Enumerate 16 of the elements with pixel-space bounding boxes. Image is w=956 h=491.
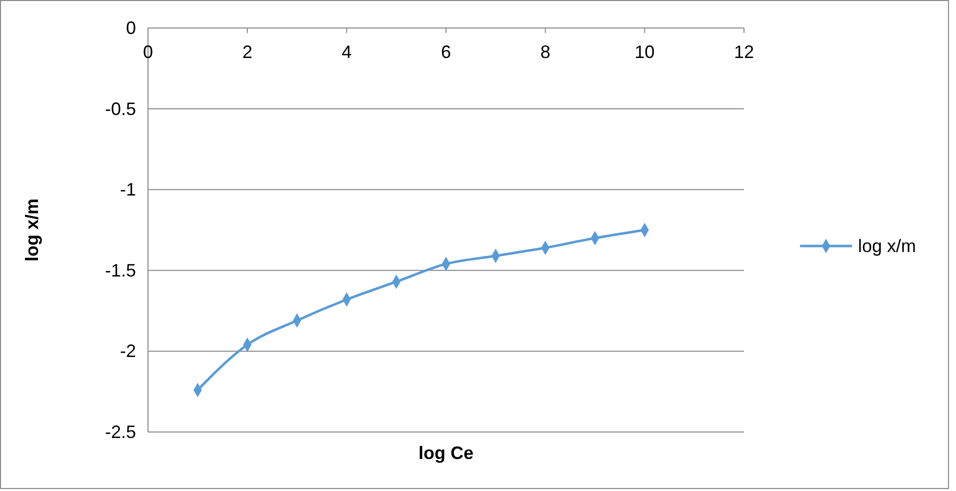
y-tick-label: -1.5 bbox=[104, 260, 136, 280]
x-tick-label: 4 bbox=[342, 42, 352, 62]
x-tick-label: 10 bbox=[634, 42, 655, 62]
x-tick-label: 8 bbox=[540, 42, 550, 62]
x-tick-label: 0 bbox=[142, 42, 154, 62]
y-tick-label: -0.5 bbox=[104, 98, 136, 119]
y-tick-label: 0 bbox=[126, 18, 136, 38]
x-tick-label: 12 bbox=[734, 42, 754, 62]
y-tick-label: -2.5 bbox=[104, 422, 136, 442]
x-tick-label: 6 bbox=[440, 42, 452, 62]
y-axis-title: log x/m bbox=[22, 198, 42, 262]
y-tick-label: -2 bbox=[120, 341, 136, 362]
y-tick-label: -1 bbox=[120, 180, 136, 200]
legend-label: log x/m bbox=[858, 236, 916, 256]
x-tick-label: 2 bbox=[242, 42, 252, 62]
x-axis-title: log Ce bbox=[418, 443, 474, 463]
